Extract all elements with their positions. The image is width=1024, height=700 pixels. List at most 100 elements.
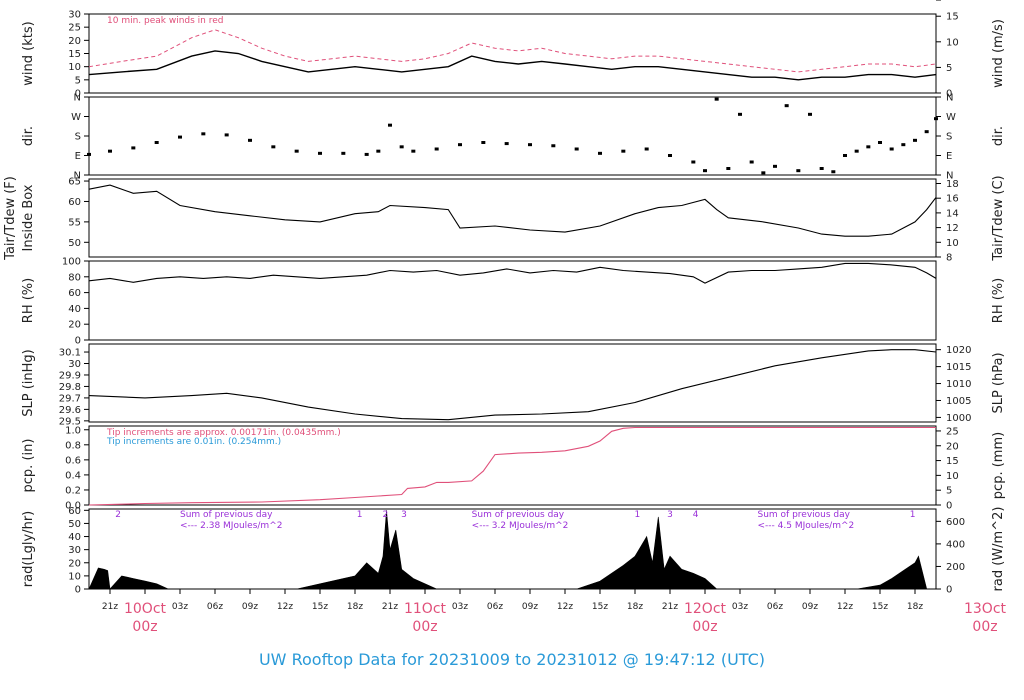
panel-wind-left-tick-label: 25: [68, 23, 81, 34]
panel-dir-point: [831, 170, 836, 174]
panel-dir-point: [843, 154, 847, 157]
x-hour-label: 21z: [662, 602, 678, 612]
panel-dir-point: [87, 152, 91, 156]
panel-rad-marker: 1: [357, 510, 363, 520]
panel-slp-ylabel-right: SLP (hPa): [991, 352, 1006, 413]
panel-dir-point: [726, 167, 731, 170]
panel-dir-point: [294, 149, 299, 153]
panel-wind-ylabel-left: wind (kts): [21, 21, 36, 85]
panel-rad-area: [88, 510, 936, 590]
panel-rad-left-tick-label: 40: [68, 532, 81, 543]
panel-rad-ylabel-left: rad(Lgly/hr): [21, 511, 36, 587]
panel-slp-left-tick-label: 30: [68, 359, 81, 370]
chart-title: UW Rooftop Data for 20231009 to 20231012…: [259, 650, 765, 669]
panel-temp-frame: [88, 178, 937, 258]
x-hour-label: 12z: [277, 602, 293, 612]
x-hour-label: 12z: [837, 602, 853, 612]
panel-rad-marker: 4: [693, 510, 699, 520]
panel-slp-right-tick-label: 1000: [946, 413, 971, 424]
panel-rad-left-tick-label: 0: [75, 585, 81, 596]
panel-dir-point: [224, 133, 229, 137]
x-hour-label: 09z: [802, 602, 818, 612]
panel-temp-right-tick-label: 10: [946, 238, 959, 249]
panel-temp-ylabel-left: Tair/Tdew (F): [3, 176, 18, 261]
panel-slp-left-tick-label: 29.8: [59, 382, 81, 393]
x-date-hour: 00z: [692, 619, 717, 635]
panel-dir-point: [388, 123, 392, 127]
panel-wind-left-tick-label: 5: [75, 75, 81, 86]
panel-wind-left-tick-label: 15: [68, 49, 81, 60]
panel-dir-point: [703, 169, 707, 173]
panel-pcp-frame: [88, 425, 937, 506]
x-hour-label: 09z: [242, 602, 258, 612]
x-hour-label: 03z: [172, 602, 188, 612]
panel-dir-point: [434, 147, 439, 151]
panel-pcp-right-tick-label: 10: [946, 471, 959, 482]
panel-pcp-left-tick-label: 1.0: [65, 425, 81, 436]
panel-pcp-right-tick-label: 0: [946, 501, 952, 512]
panel-dir-point: [364, 152, 369, 156]
panel-rad-day-note-line1: Sum of previous day: [758, 510, 851, 520]
panel-rh-ylabel-left: RH (%): [21, 278, 36, 323]
panel-dir-point: [854, 149, 859, 153]
panel-pcp-note-2: Tip increments are 0.01in. (0.254mm.): [106, 437, 281, 447]
panel-rad-ylabel-right: rad (W/m^2): [991, 507, 1006, 592]
panel-dir-ylabel-right: dir.: [991, 126, 1006, 146]
panel-wind-annotation: 10 min. peak winds in red: [107, 16, 224, 26]
panel-dir-point: [621, 149, 626, 153]
panel-pcp-left-tick-label: 0.0: [65, 501, 81, 512]
panel-slp-line: [88, 349, 937, 421]
panel-rad-day-note-line1: Sum of previous day: [180, 510, 273, 520]
panel-rad-left-tick-label: 20: [68, 558, 81, 569]
panel-dir-point: [761, 171, 766, 175]
panel-dir-point: [376, 149, 381, 153]
panel-rh-left-tick-label: 20: [68, 320, 81, 331]
panel-temp-left-tick-label: 65: [68, 177, 81, 188]
panel-dir-point: [574, 147, 579, 151]
panel-pcp-right-tick-label: 5: [946, 486, 952, 497]
panel-slp-left-tick-label: 30.1: [59, 348, 81, 359]
panel-dir-point: [248, 138, 252, 142]
x-hour-label: 03z: [732, 602, 748, 612]
panel-rh-left-tick-label: 40: [68, 304, 81, 315]
panel-rad-day-note-line1: Sum of previous day: [472, 510, 565, 520]
panel-rh-frame: [88, 260, 937, 341]
panel-rad-day-note-line2: <--- 4.5 MJoules/m^2: [758, 521, 855, 531]
x-hour-label: 12z: [557, 602, 573, 612]
panel-slp-left-tick-label: 29.6: [59, 405, 81, 416]
x-date-day: 10Oct: [124, 601, 167, 617]
panel-wind-right-tick-label: 0: [946, 89, 952, 100]
panel-dir-right-tick-label: E: [946, 151, 952, 162]
panel-dir-point: [668, 154, 672, 157]
panel-rh-left-tick-label: 60: [68, 288, 81, 299]
panel-rad-left-tick-label: 10: [68, 571, 81, 582]
x-date-hour: 00z: [132, 619, 157, 635]
panel-rad-left-tick-label: 30: [68, 545, 81, 556]
panel-dir-left-tick-label: S: [75, 132, 81, 143]
panel-dir-point: [913, 138, 917, 142]
panel-slp-frame: [88, 343, 937, 423]
panel-dir-point: [271, 145, 276, 149]
panel-dir-point: [131, 146, 136, 150]
panel-wind-left-tick-label: 0: [75, 89, 81, 100]
x-hour-label: 06z: [207, 602, 223, 612]
panel-dir-point: [481, 141, 486, 144]
panel-slp-right-tick-label: 1005: [946, 396, 971, 407]
panel-dir-right-tick-label: N: [946, 93, 953, 104]
panel-dir-point: [773, 164, 777, 168]
panel-dir-point: [924, 130, 929, 134]
panel-temp-left-tick-label: 55: [68, 217, 81, 228]
panel-slp-right-tick-label: 1010: [946, 379, 971, 390]
panel-dir-point: [411, 149, 416, 153]
panel-dir-point: [551, 144, 556, 148]
panel-temp-left-tick-label: 60: [68, 197, 81, 208]
panel-temp-right-tick-label: 18: [946, 179, 959, 190]
panel-dir-point: [714, 97, 719, 101]
panel-wind-left-tick-label: 30: [68, 10, 81, 21]
panel-pcp-left-tick-label: 0.8: [65, 440, 81, 451]
panel-rad-day-note-line2: <--- 2.38 MJoules/m^2: [180, 521, 282, 531]
panel-dir-right-tick-label: N: [946, 171, 953, 182]
panel-pcp-left-tick-label: 0.2: [65, 485, 81, 496]
panel-rh-left-tick-label: 80: [68, 272, 81, 283]
panel-dir-point: [504, 142, 509, 146]
